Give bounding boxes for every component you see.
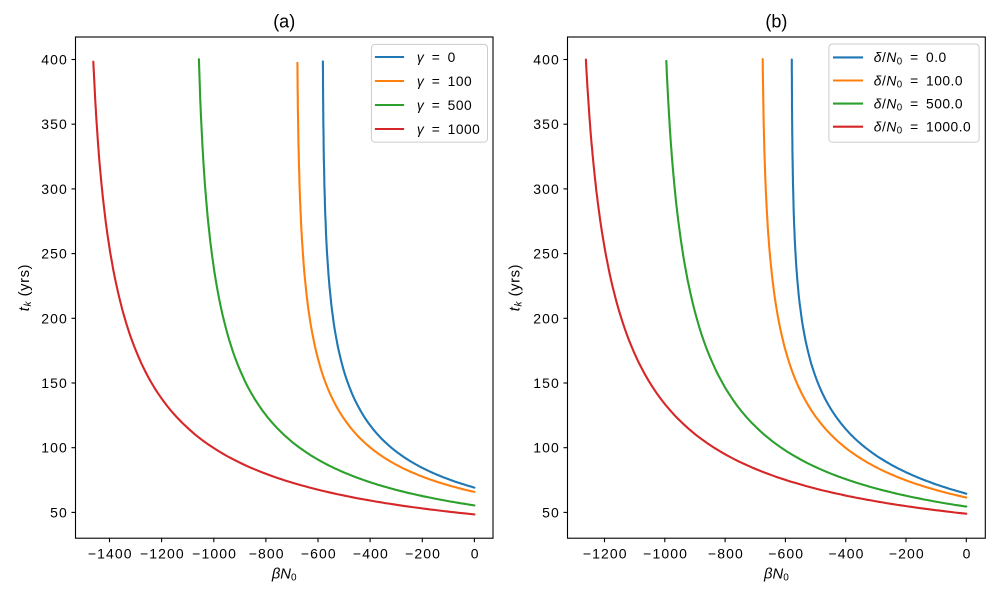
- svg-text:−1200: −1200: [140, 546, 185, 562]
- svg-text:300: 300: [533, 181, 560, 197]
- svg-text:−1200: −1200: [583, 546, 628, 562]
- svg-text:γ = 500: γ = 500: [417, 98, 472, 113]
- svg-text:50: 50: [50, 504, 68, 520]
- svg-text:−1000: −1000: [192, 546, 237, 562]
- svg-text:βN0: βN0: [763, 567, 789, 584]
- svg-text:150: 150: [41, 375, 68, 391]
- svg-text:(a): (a): [273, 11, 295, 31]
- svg-text:100: 100: [41, 440, 68, 456]
- svg-text:(b): (b): [765, 11, 787, 31]
- svg-text:−600: −600: [301, 546, 337, 562]
- svg-text:δ/N0 = 100.0: δ/N0 = 100.0: [874, 73, 963, 90]
- svg-text:0: 0: [963, 546, 972, 562]
- svg-text:300: 300: [41, 181, 68, 197]
- svg-text:γ = 0: γ = 0: [417, 50, 456, 65]
- svg-text:−200: −200: [405, 546, 441, 562]
- svg-text:−1000: −1000: [643, 546, 688, 562]
- svg-text:tk (yrs): tk (yrs): [17, 264, 34, 311]
- svg-text:tk (yrs): tk (yrs): [507, 264, 524, 311]
- svg-text:250: 250: [533, 246, 560, 262]
- svg-text:50: 50: [542, 504, 560, 520]
- svg-text:δ/N0 = 1000.0: δ/N0 = 1000.0: [874, 120, 971, 137]
- svg-text:−800: −800: [708, 546, 744, 562]
- svg-text:−600: −600: [768, 546, 804, 562]
- svg-text:150: 150: [533, 375, 560, 391]
- svg-text:350: 350: [533, 116, 560, 132]
- svg-text:−200: −200: [889, 546, 925, 562]
- svg-text:0: 0: [471, 546, 480, 562]
- svg-text:γ = 100: γ = 100: [417, 74, 472, 89]
- svg-text:200: 200: [533, 310, 560, 326]
- svg-text:−400: −400: [353, 546, 389, 562]
- svg-text:200: 200: [41, 310, 68, 326]
- svg-text:δ/N0 = 0.0: δ/N0 = 0.0: [874, 50, 947, 67]
- svg-text:400: 400: [41, 52, 68, 68]
- svg-text:−400: −400: [829, 546, 865, 562]
- svg-text:350: 350: [41, 116, 68, 132]
- svg-text:400: 400: [533, 52, 560, 68]
- svg-text:−800: −800: [249, 546, 285, 562]
- svg-text:250: 250: [41, 246, 68, 262]
- svg-text:γ = 1000: γ = 1000: [417, 122, 480, 137]
- svg-text:−1400: −1400: [88, 546, 133, 562]
- svg-text:βN0: βN0: [271, 567, 297, 584]
- svg-text:δ/N0 = 500.0: δ/N0 = 500.0: [874, 96, 963, 113]
- svg-text:100: 100: [533, 440, 560, 456]
